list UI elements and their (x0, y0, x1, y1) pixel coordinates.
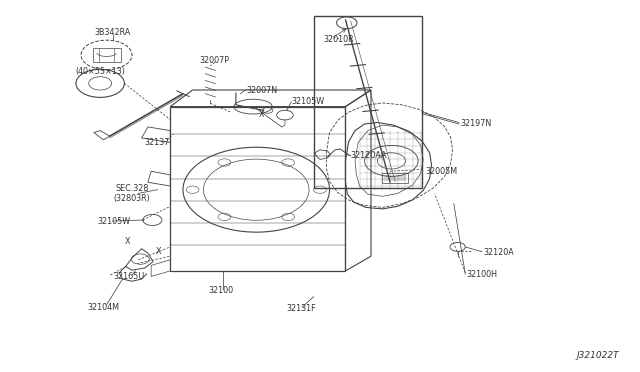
Text: 32007P: 32007P (200, 56, 230, 65)
Text: 3B342RA: 3B342RA (95, 28, 131, 37)
Text: SEC.328
(32803R): SEC.328 (32803R) (114, 184, 150, 203)
Bar (383, 173, 408, 183)
Text: 32100: 32100 (209, 286, 234, 295)
Bar (314, 16, 422, 188)
Text: 32105W: 32105W (97, 217, 130, 225)
Text: 32165U: 32165U (113, 272, 145, 281)
Text: 32105W: 32105W (291, 97, 324, 106)
Text: 32100H: 32100H (467, 270, 497, 279)
Text: 32120A: 32120A (483, 248, 514, 257)
Text: 32104M: 32104M (87, 302, 119, 312)
Text: 32010R: 32010R (324, 35, 355, 44)
Text: 32120AA: 32120AA (351, 151, 387, 160)
Text: J321022T: J321022T (577, 350, 620, 359)
Text: 32007N: 32007N (246, 86, 278, 94)
Text: X: X (259, 109, 264, 119)
Text: 32137: 32137 (145, 138, 170, 147)
Text: 32005M: 32005M (425, 167, 457, 176)
Text: (40×55×13): (40×55×13) (76, 67, 125, 76)
Text: X: X (125, 237, 131, 246)
Text: X: X (156, 247, 161, 256)
Bar (93, 48, 120, 62)
Text: 32197N: 32197N (460, 119, 492, 128)
Text: 32131F: 32131F (286, 304, 316, 313)
